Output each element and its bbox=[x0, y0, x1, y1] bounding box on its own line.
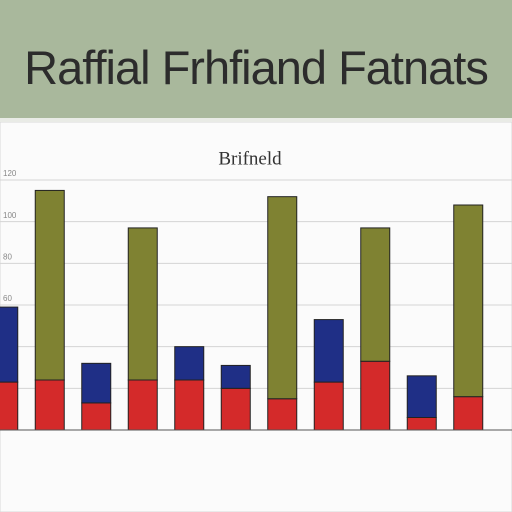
chart-panel bbox=[0, 122, 512, 512]
bar-segment bbox=[267, 398, 298, 431]
bar-segment bbox=[453, 204, 484, 398]
bar-segment bbox=[174, 379, 205, 431]
bar-segment bbox=[313, 381, 344, 431]
header: Raffial Frhfiand Fatnats bbox=[0, 0, 512, 118]
chart-title: Brifneld bbox=[218, 148, 282, 169]
y-tick-label: 80 bbox=[3, 252, 12, 261]
bar-segment bbox=[0, 381, 19, 431]
bar-segment bbox=[81, 362, 112, 404]
chart: Brifneld 020406080100120 bbox=[0, 122, 512, 512]
bar-segment bbox=[0, 306, 19, 383]
bar-segment bbox=[127, 379, 158, 431]
bar-segment bbox=[267, 196, 298, 400]
y-tick-label: 120 bbox=[3, 169, 17, 178]
bar-segment bbox=[34, 379, 65, 431]
bar-segment bbox=[406, 375, 437, 418]
header-title: Raffial Frhfiand Fatnats bbox=[24, 41, 489, 94]
bar-segment bbox=[360, 360, 391, 431]
bar-segment bbox=[220, 387, 251, 431]
bar-segment bbox=[360, 227, 391, 362]
y-tick-label: 60 bbox=[3, 294, 12, 303]
bar-segment bbox=[174, 346, 205, 381]
bar-segment bbox=[406, 417, 437, 431]
bar-segment bbox=[453, 396, 484, 431]
bar-segment bbox=[34, 189, 65, 381]
bar-segment bbox=[81, 402, 112, 431]
bar-segment bbox=[127, 227, 158, 381]
y-tick-label: 100 bbox=[3, 211, 17, 220]
bar-segment bbox=[313, 319, 344, 383]
bar-segment bbox=[220, 364, 251, 389]
